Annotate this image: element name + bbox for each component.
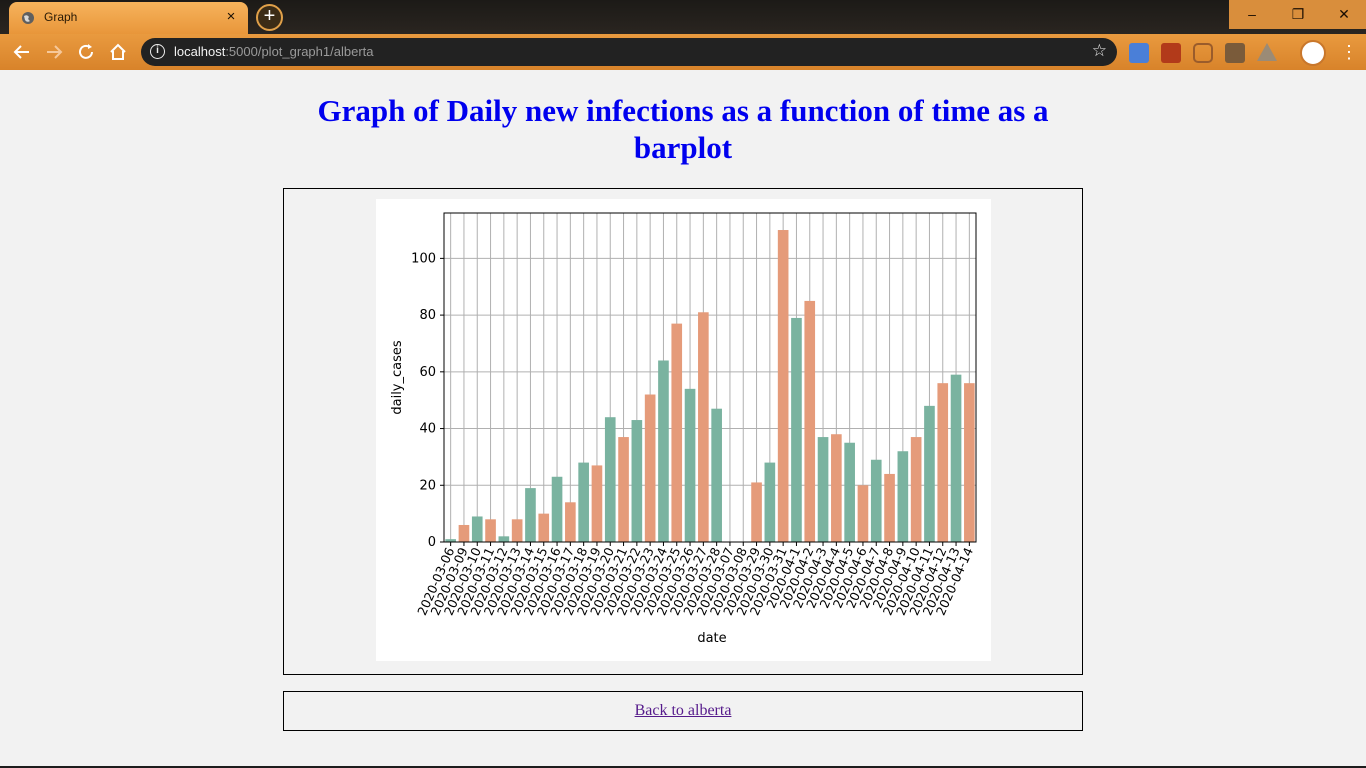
globe-icon xyxy=(22,12,34,24)
y-tick-label: 0 xyxy=(428,535,436,550)
star-icon[interactable]: ☆ xyxy=(1091,41,1107,60)
y-tick-label: 100 xyxy=(411,251,436,266)
bar xyxy=(511,519,523,542)
bar xyxy=(870,459,882,542)
bar xyxy=(538,513,550,542)
calendar-extension-icon[interactable] xyxy=(1129,43,1149,63)
bar xyxy=(698,312,709,542)
bar xyxy=(471,516,483,542)
bar xyxy=(937,383,949,542)
back-link-container: Back to alberta xyxy=(283,691,1083,731)
bar xyxy=(498,536,510,542)
new-tab-button[interactable]: + xyxy=(256,4,283,31)
x-axis-label: date xyxy=(697,631,726,646)
tab-title: Graph xyxy=(44,10,78,24)
address-bar[interactable]: i localhost:5000/plot_graph1/alberta ☆ xyxy=(141,38,1117,66)
drive-extension-icon[interactable] xyxy=(1257,43,1277,61)
bar xyxy=(764,462,776,542)
y-tick-label: 40 xyxy=(419,422,436,437)
bar xyxy=(844,442,855,542)
bar xyxy=(485,519,496,542)
bar xyxy=(565,502,576,542)
forward-arrow-icon[interactable] xyxy=(42,40,66,64)
bar xyxy=(658,360,669,542)
bar xyxy=(884,473,895,542)
y-tick-label: 60 xyxy=(419,365,436,380)
minimize-button[interactable]: – xyxy=(1229,0,1275,29)
plot-image: 0 20 40 60 80 100 2020-03-06 2020-03-09 2020-03-… xyxy=(376,199,991,661)
bar xyxy=(644,394,656,542)
menu-icon[interactable]: ⋮ xyxy=(1340,42,1358,62)
browser-title-bar: Graph × + – ❐ ✕ xyxy=(0,0,1366,34)
bar xyxy=(831,434,842,542)
reload-icon[interactable] xyxy=(74,40,98,64)
bar xyxy=(458,524,470,542)
restore-button[interactable]: ❐ xyxy=(1275,0,1321,29)
bar xyxy=(777,230,789,542)
browser-tab[interactable]: Graph × xyxy=(9,2,248,34)
bar xyxy=(804,300,816,542)
bar xyxy=(964,383,975,542)
info-icon[interactable]: i xyxy=(150,44,165,59)
bar xyxy=(817,437,829,542)
back-link[interactable]: Back to alberta xyxy=(634,702,732,719)
pocket-extension-icon[interactable] xyxy=(1193,43,1213,63)
keep-extension-icon[interactable] xyxy=(1225,43,1245,63)
bar xyxy=(525,488,536,542)
y-axis-label: daily_cases xyxy=(390,340,405,415)
y-tick-label: 80 xyxy=(419,308,436,323)
bar-chart: 0204060801002020-03-062020-03-092020-03-… xyxy=(390,212,977,646)
home-icon[interactable] xyxy=(106,40,130,64)
bar xyxy=(578,462,589,542)
bar xyxy=(711,408,722,542)
bar xyxy=(445,539,456,542)
bar xyxy=(857,485,869,542)
bar xyxy=(604,417,616,542)
back-arrow-icon[interactable] xyxy=(10,40,34,64)
plot-frame xyxy=(443,212,977,543)
y-tick-label: 20 xyxy=(419,478,436,493)
url-text[interactable]: localhost:5000/plot_graph1/alberta xyxy=(174,44,374,59)
bar xyxy=(671,323,683,542)
bar xyxy=(791,317,802,542)
bar xyxy=(618,437,629,542)
close-window-button[interactable]: ✕ xyxy=(1321,0,1366,29)
bar xyxy=(924,405,935,542)
profile-avatar[interactable] xyxy=(1300,40,1326,66)
bar xyxy=(950,374,962,542)
tab-close-icon[interactable]: × xyxy=(226,8,236,25)
pdf-extension-icon[interactable] xyxy=(1161,43,1181,63)
bar xyxy=(897,451,909,542)
bar xyxy=(631,420,643,542)
browser-toolbar: i localhost:5000/plot_graph1/alberta ☆ ⋮ xyxy=(0,34,1366,70)
bar xyxy=(551,476,563,542)
taskbar-edge xyxy=(0,766,1366,768)
graph-container: 0 20 40 60 80 100 2020-03-06 2020-03-09 2020-03-… xyxy=(283,188,1083,675)
bar xyxy=(591,465,603,542)
bar xyxy=(751,482,762,542)
bar xyxy=(910,437,922,542)
page-title: Graph of Daily new infections as a funct… xyxy=(317,93,1049,165)
bar xyxy=(684,388,696,542)
